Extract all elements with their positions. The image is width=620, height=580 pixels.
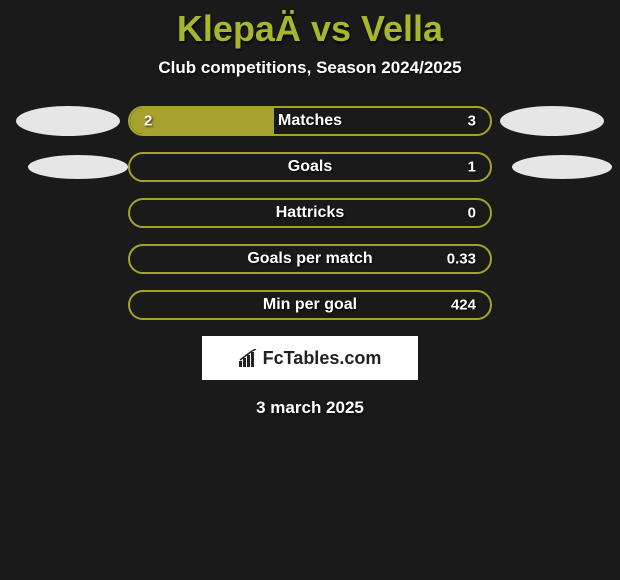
page-title: KlepaÄ vs Vella <box>0 0 620 50</box>
right-ellipse-cell <box>492 106 612 136</box>
left-team-ellipse <box>16 106 120 136</box>
stat-bar: Min per goal424 <box>128 290 492 320</box>
right-ellipse-cell <box>492 155 612 179</box>
stat-label: Goals <box>130 158 490 176</box>
stat-value-right: 424 <box>451 297 476 314</box>
right-team-ellipse <box>500 106 604 136</box>
left-ellipse-cell <box>8 155 128 179</box>
comparison-chart: 2Matches3 Goals1 Hattricks0 Goals per match… <box>0 106 620 320</box>
stat-bar: Hattricks0 <box>128 198 492 228</box>
stat-value-right: 3 <box>468 113 476 130</box>
stat-row: Min per goal424 <box>8 290 612 320</box>
stat-row: 2Matches3 <box>8 106 612 136</box>
stat-value-right: 0 <box>468 205 476 222</box>
logo-label: FcTables.com <box>263 348 382 369</box>
stat-label: Goals per match <box>130 250 490 268</box>
stat-bar: Goals1 <box>128 152 492 182</box>
stat-row: Hattricks0 <box>8 198 612 228</box>
logo-text: FcTables.com <box>239 348 382 369</box>
date-text: 3 march 2025 <box>0 398 620 418</box>
stat-value-right: 0.33 <box>447 251 476 268</box>
stat-row: Goals per match0.33 <box>8 244 612 274</box>
chart-icon <box>239 349 259 367</box>
logo-box: FcTables.com <box>202 336 418 380</box>
stat-label: Min per goal <box>130 296 490 314</box>
stat-bar: Goals per match0.33 <box>128 244 492 274</box>
stat-label: Matches <box>130 112 490 130</box>
stat-label: Hattricks <box>130 204 490 222</box>
stat-value-right: 1 <box>468 159 476 176</box>
left-ellipse-cell <box>8 106 128 136</box>
page-subtitle: Club competitions, Season 2024/2025 <box>0 58 620 78</box>
stat-bar: 2Matches3 <box>128 106 492 136</box>
stat-row: Goals1 <box>8 152 612 182</box>
left-team-ellipse <box>28 155 128 179</box>
right-team-ellipse <box>512 155 612 179</box>
